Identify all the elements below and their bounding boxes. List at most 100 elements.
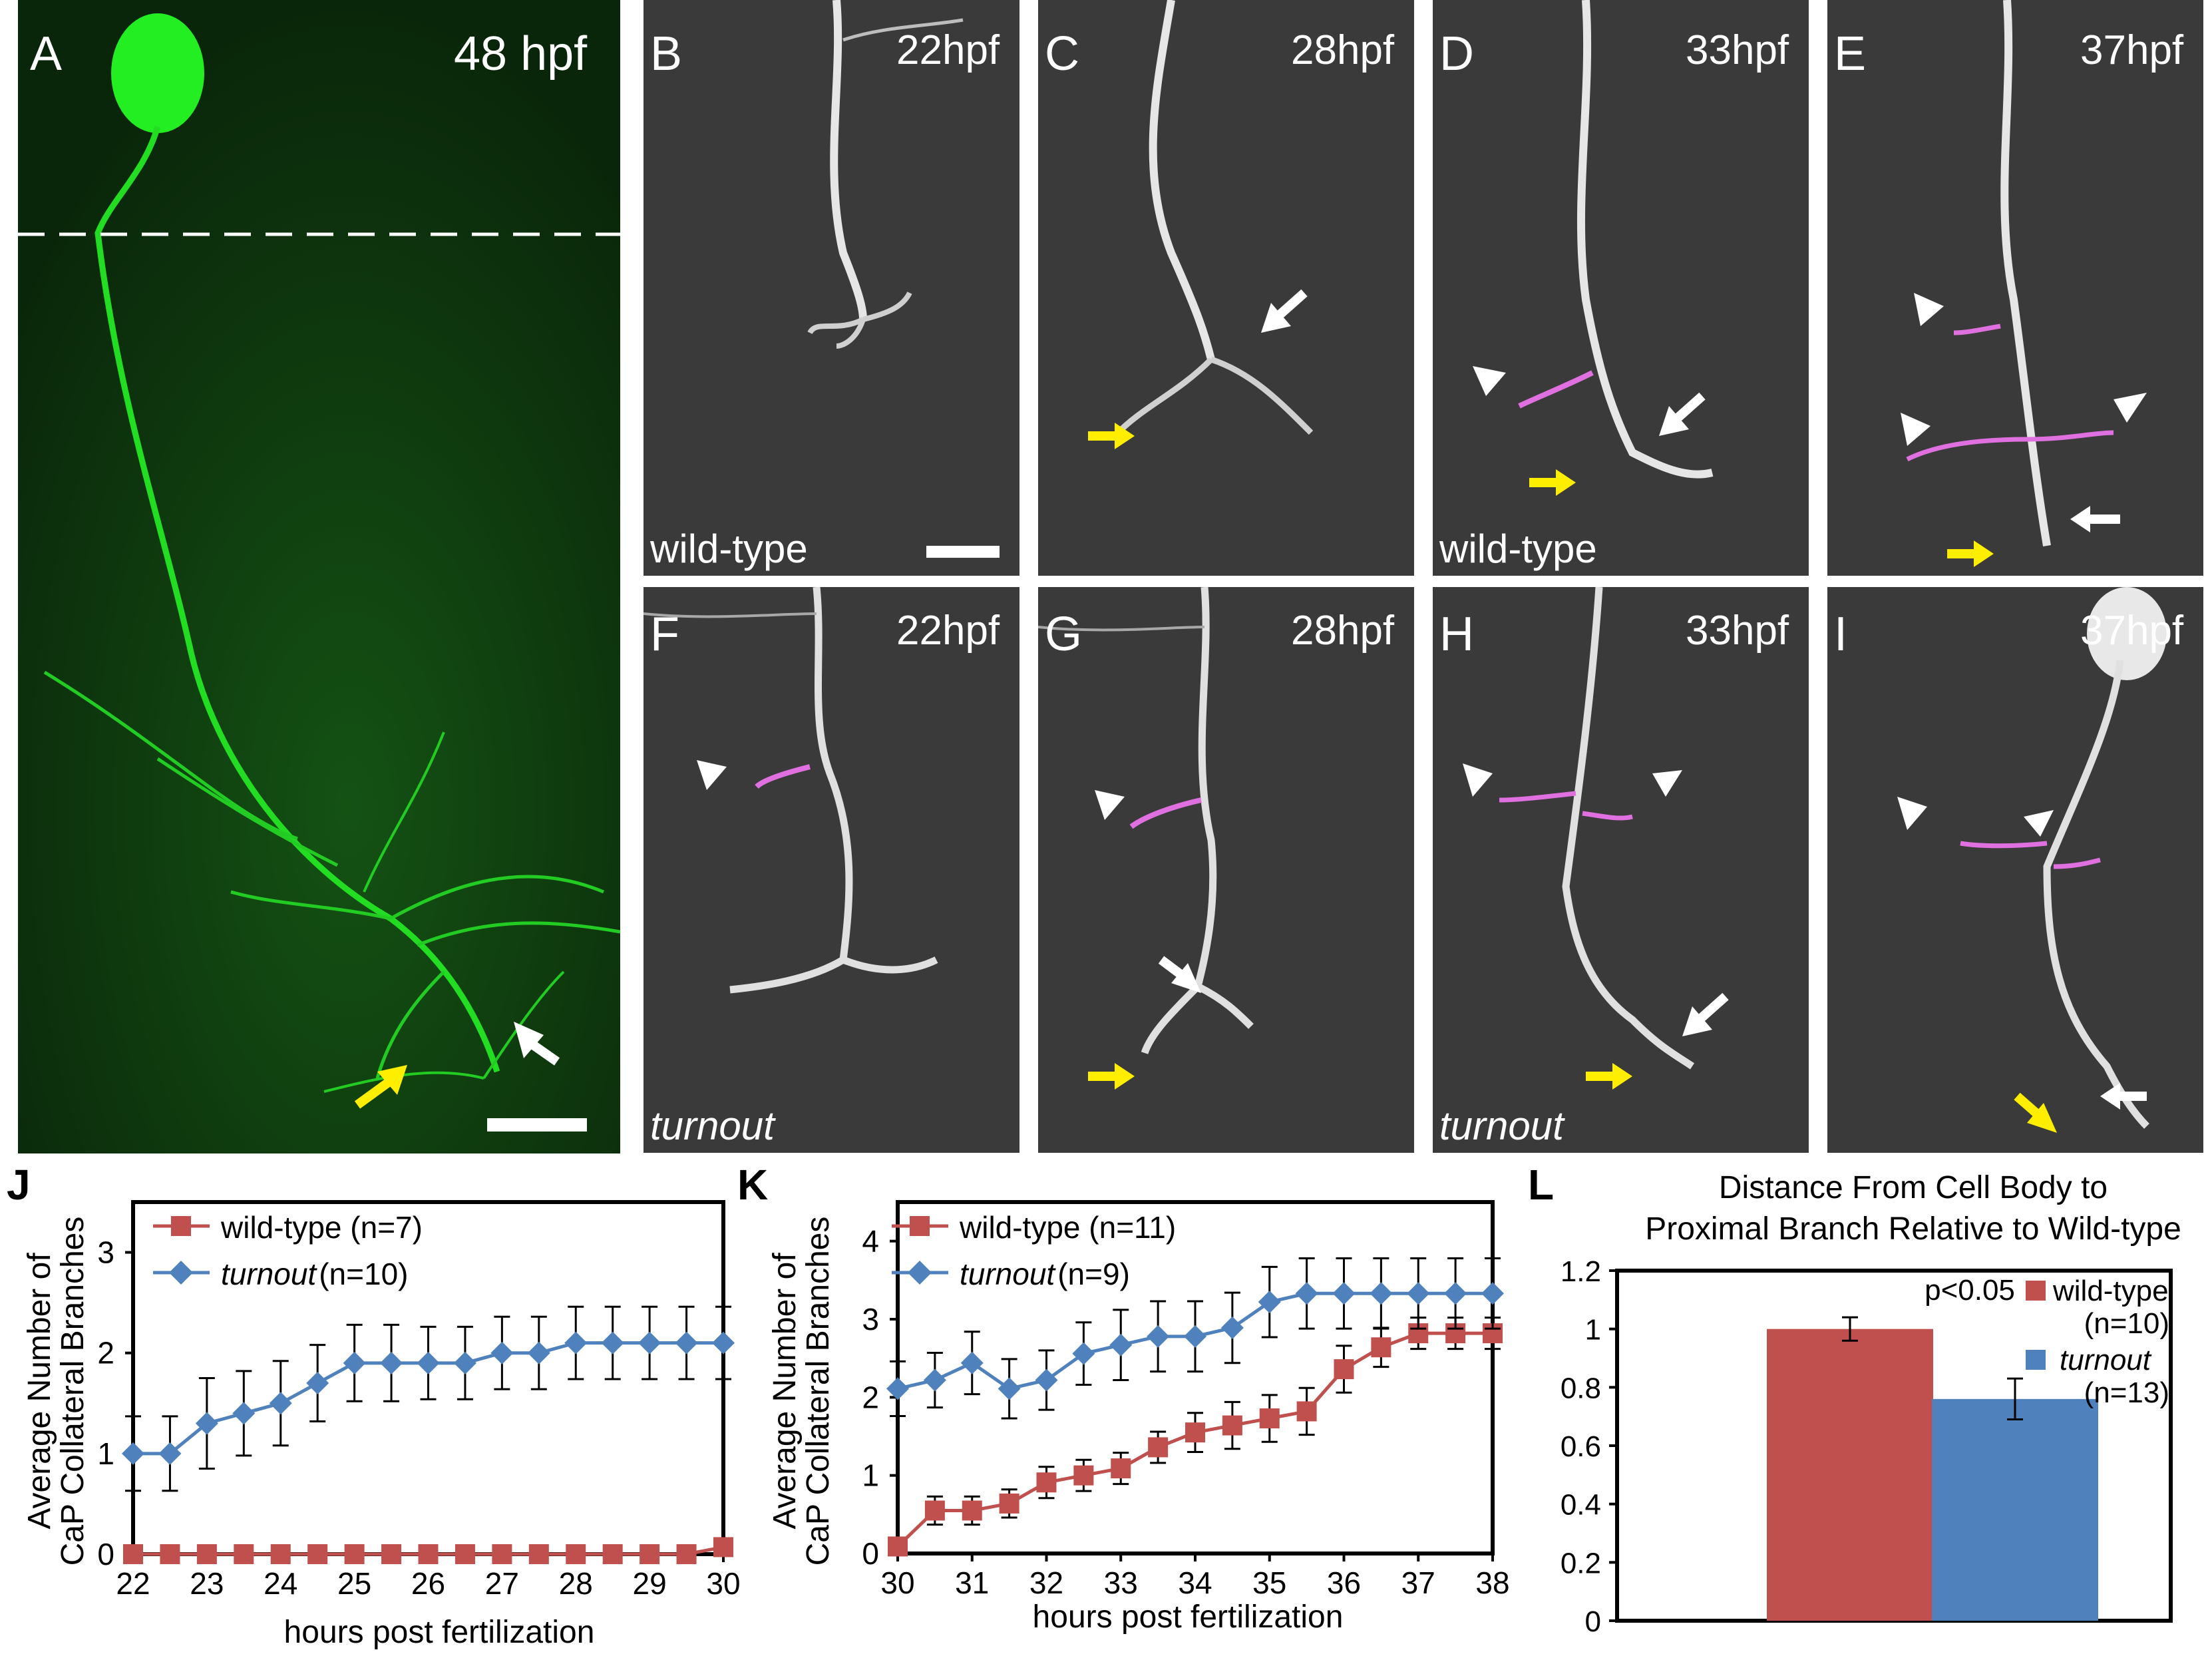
data-point <box>1072 1342 1095 1365</box>
yellow-arrow <box>2014 1092 2057 1133</box>
neuron-image-a <box>18 0 620 1153</box>
data-point <box>999 1493 1019 1514</box>
y-tick-label: 2 <box>862 1380 879 1414</box>
data-point <box>307 1544 328 1564</box>
white-arrowhead <box>697 760 727 790</box>
data-point <box>638 1331 661 1354</box>
x-tick-label: 31 <box>955 1565 989 1600</box>
data-point <box>1371 1337 1391 1358</box>
data-point <box>232 1402 256 1425</box>
yellow-arrow <box>1088 423 1135 449</box>
data-point <box>1185 1422 1205 1443</box>
data-point <box>888 1536 908 1557</box>
data-point <box>566 1544 586 1564</box>
neuron-image-d <box>1473 0 1714 496</box>
marks <box>886 1257 1504 1557</box>
time-label-g: 28hpf <box>1291 608 1395 654</box>
x-tick-label: 26 <box>411 1566 445 1601</box>
data-point <box>960 1351 984 1374</box>
micrograph-panel-g: G 28hpf <box>1038 587 1414 1153</box>
bar-turnout <box>1932 1398 2098 1621</box>
legend-marker-turnout <box>2026 1350 2046 1370</box>
genotype-label-b: wild-type <box>650 526 808 571</box>
neuron-image-f <box>644 587 938 994</box>
y-tick-label: 4 <box>862 1224 879 1259</box>
data-point <box>1407 1282 1430 1305</box>
y-tick-label: 2 <box>97 1336 114 1370</box>
data-point <box>160 1544 180 1564</box>
legend-marker-turnout <box>169 1261 193 1285</box>
x-tick-label: 29 <box>633 1566 667 1601</box>
data-point <box>1147 1325 1170 1348</box>
white-arrow <box>1261 289 1308 333</box>
x-tick-label: 24 <box>264 1566 297 1601</box>
x-tick-label: 33 <box>1104 1565 1138 1600</box>
y-axis-label-line-1: Average Number of <box>767 1253 803 1530</box>
panel-letter-a: A <box>30 27 63 81</box>
data-point <box>380 1351 403 1374</box>
data-point <box>923 1368 946 1392</box>
marks <box>122 1305 735 1564</box>
genotype-label-f: turnout <box>650 1104 775 1148</box>
panel-letter-k: K <box>737 1161 768 1209</box>
white-arrowhead <box>1652 770 1682 797</box>
x-tick-label: 28 <box>559 1566 593 1601</box>
data-point <box>455 1544 475 1564</box>
y-tick-label: 0.4 <box>1561 1489 1601 1522</box>
chart-title-line-1: Distance From Cell Body to <box>1719 1170 2108 1205</box>
white-arrow <box>2100 1083 2147 1110</box>
time-label-e: 37hpf <box>2080 27 2184 73</box>
legend-label-wild-type: wild-type (n=11) <box>959 1210 1176 1245</box>
scale-bar <box>926 546 1000 558</box>
data-point <box>640 1544 660 1564</box>
yellow-arrow <box>1586 1063 1632 1090</box>
data-point <box>886 1377 909 1400</box>
white-arrow <box>2070 506 2120 532</box>
error-bar <box>2007 1377 2023 1421</box>
x-tick-label: 36 <box>1327 1565 1361 1600</box>
panel-letter-d: D <box>1439 27 1474 81</box>
y-tick-label: 1 <box>97 1436 114 1471</box>
x-tick-label: 30 <box>880 1565 914 1600</box>
time-label-b: 22hpf <box>896 27 1000 73</box>
data-point <box>1184 1325 1206 1348</box>
legend-label-wild-type: wild-type (n=7) <box>220 1210 423 1245</box>
data-point <box>962 1500 982 1521</box>
y-axis-label-line-2: CaP Collateral Branches <box>55 1217 91 1566</box>
data-point <box>1222 1415 1242 1436</box>
data-point <box>1332 1282 1356 1305</box>
data-point <box>343 1351 366 1374</box>
p-value-annotation: p<0.05 <box>1925 1274 2015 1307</box>
time-label-c: 28hpf <box>1291 27 1395 73</box>
y-tick-label: 0.8 <box>1561 1372 1601 1404</box>
white-arrow <box>1158 956 1201 993</box>
x-tick-label: 23 <box>190 1566 224 1601</box>
chart-l: L Distance From Cell Body to Proximal Br… <box>1528 1161 2181 1638</box>
data-point <box>1109 1333 1133 1356</box>
white-arrowhead <box>1473 366 1506 396</box>
yellow-arrow <box>354 1065 407 1109</box>
legend: wild-type (n=11) turnout(n=9) <box>892 1210 1176 1291</box>
data-point <box>527 1341 550 1364</box>
x-axis-label: hours post fertilization <box>1033 1599 1344 1635</box>
legend-label-wild-type: wild-type <box>2052 1275 2169 1307</box>
white-arrowhead <box>1463 763 1493 797</box>
data-point <box>270 1544 291 1564</box>
time-label-a: 48 hpf <box>454 27 588 81</box>
legend-marker-wild-type <box>910 1216 930 1236</box>
white-arrow <box>514 1022 560 1066</box>
panel-letter-j: J <box>7 1161 31 1209</box>
data-point <box>1334 1359 1354 1380</box>
x-axis-label: hours post fertilization <box>284 1615 595 1650</box>
legend-label-turnout: turnout <box>2060 1344 2152 1376</box>
y-tick-label: 0.6 <box>1561 1430 1601 1463</box>
panel-letter-e: E <box>1834 27 1867 81</box>
micrograph-panel-b: B 22hpf wild-type <box>644 0 1019 576</box>
neuron-image-h <box>1463 587 1729 1090</box>
data-point <box>1259 1408 1280 1429</box>
legend-label-turnout: turnout(n=9) <box>960 1257 1130 1291</box>
data-point <box>1035 1368 1058 1392</box>
micrograph-panel-i: I 37hpf <box>1827 587 2203 1153</box>
